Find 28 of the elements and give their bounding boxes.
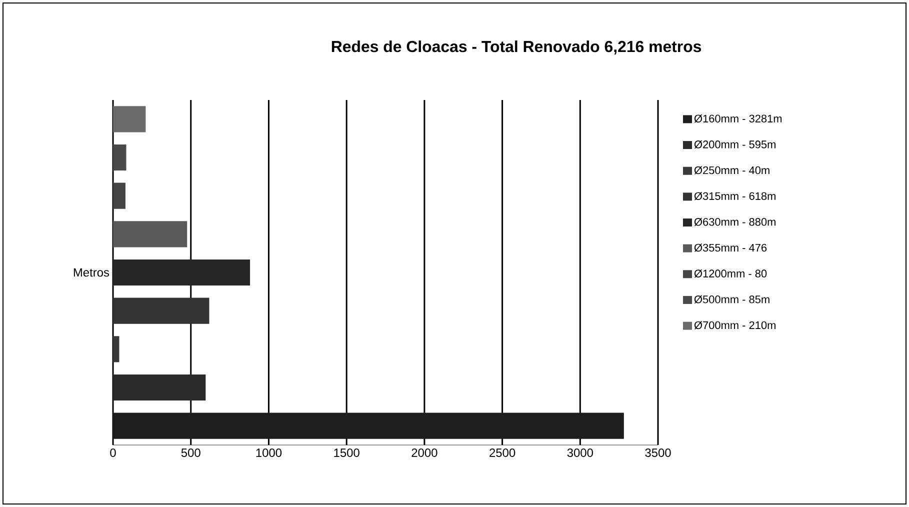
legend-label: Ø700mm - 210m [694,321,776,330]
legend-label: Ø500mm - 85m [694,295,770,304]
bar [113,259,250,286]
x-tick-label: 1500 [334,448,360,457]
bar [113,412,624,439]
legend-label: Ø200mm - 595m [694,140,776,148]
bar [113,221,188,248]
y-tick-label: Metros [74,268,110,277]
bar [113,298,210,324]
bar [113,182,126,209]
x-tick-label: 0 [110,448,116,457]
chart-title: Redes de Cloacas - Total Renovado 6,216 metros [332,40,702,54]
bar [113,144,126,171]
bar [113,336,120,362]
bar [113,374,206,401]
legend-label: Ø630mm - 880m [694,218,776,226]
bar [113,106,146,132]
x-tick-label: 500 [181,448,200,457]
x-tick-label: 2000 [412,448,438,457]
legend-label: Ø250mm - 40m [694,166,770,174]
x-tick-label: 3500 [645,448,671,457]
legend-label: Ø160mm - 3281m [694,114,782,123]
legend-label: Ø315mm - 618m [694,192,776,200]
x-tick-label: 3000 [567,448,593,457]
legend-label: Ø1200mm - 80 [694,269,767,278]
x-tick-label: 2500 [490,448,516,457]
legend-label: Ø355mm - 476 [694,244,767,252]
x-tick-label: 1000 [256,448,282,457]
